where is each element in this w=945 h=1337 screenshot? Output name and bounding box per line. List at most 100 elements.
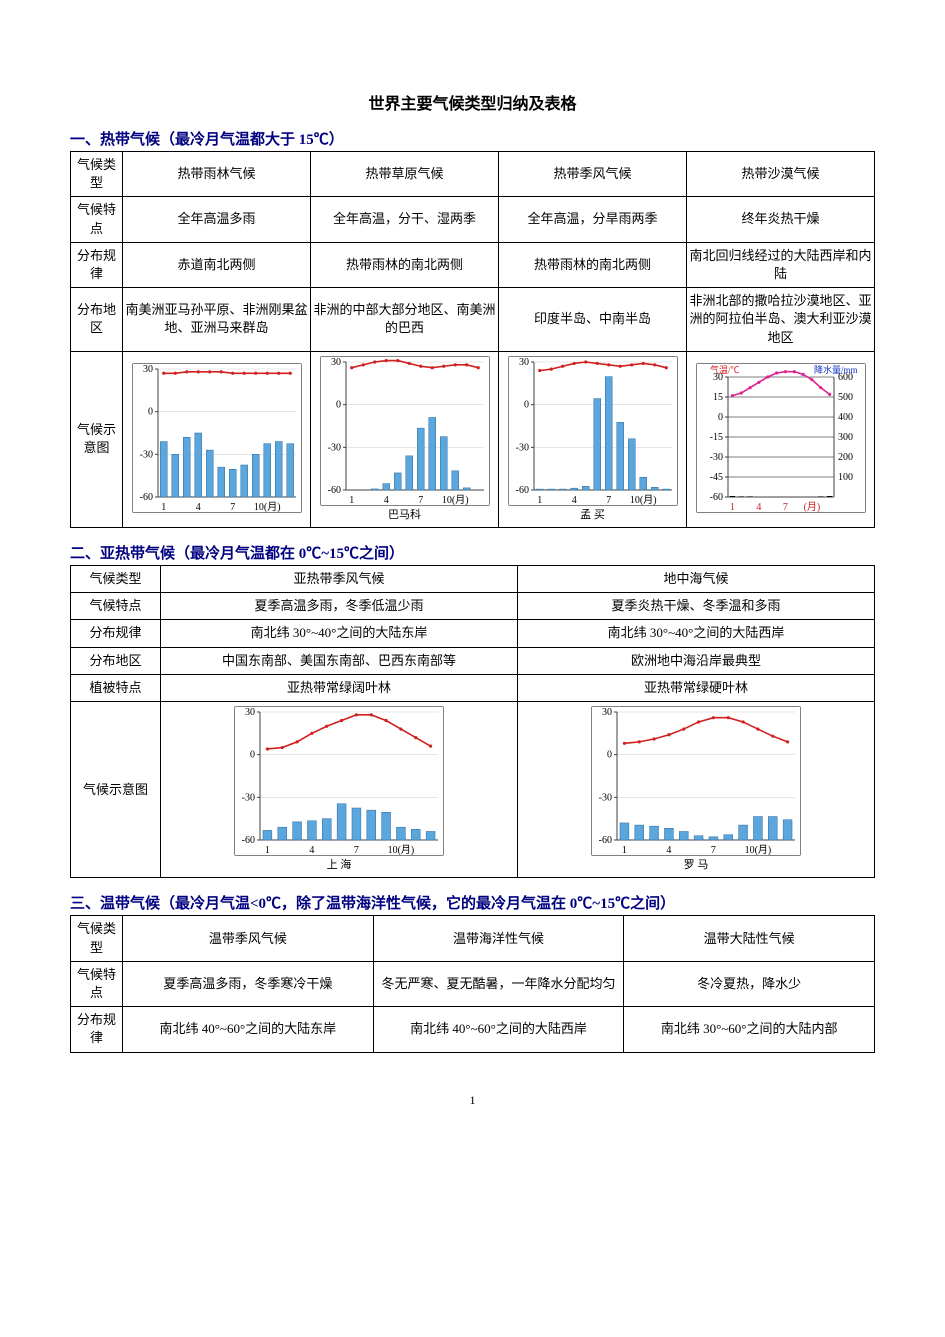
svg-text:1: 1 bbox=[265, 845, 270, 856]
cell: 赤道南北两侧 bbox=[123, 242, 311, 287]
svg-text:-30: -30 bbox=[327, 442, 340, 453]
table-row: 分布规律 赤道南北两侧 热带雨林的南北两侧 热带雨林的南北两侧 南北回归线经过的… bbox=[71, 242, 875, 287]
svg-text:-30: -30 bbox=[242, 792, 255, 803]
section1-heading: 一、热带气候（最冷月气温都大于 15℃） bbox=[70, 128, 875, 149]
cell: 全年高温，分干、湿两季 bbox=[311, 197, 499, 242]
row-label: 气候特点 bbox=[71, 961, 123, 1006]
svg-text:4: 4 bbox=[383, 495, 388, 506]
section2-heading: 二、亚热带气候（最冷月气温都在 0℃~15℃之间） bbox=[70, 542, 875, 563]
svg-text:降水量/mm: 降水量/mm bbox=[814, 364, 858, 375]
row-label: 分布规律 bbox=[71, 1007, 123, 1052]
chart-cell: 300-30-6014710(月) 罗 马 bbox=[518, 702, 875, 878]
svg-text:0: 0 bbox=[607, 750, 612, 761]
svg-text:7: 7 bbox=[354, 845, 359, 856]
row-label: 分布规律 bbox=[71, 242, 123, 287]
row-label: 分布规律 bbox=[71, 620, 161, 647]
row-label: 气候类型 bbox=[71, 152, 123, 197]
cell: 亚热带常绿硬叶林 bbox=[518, 674, 875, 701]
table-row: 气候特点 夏季高温多雨，冬季低温少雨 夏季炎热干燥、冬季温和多雨 bbox=[71, 593, 875, 620]
svg-text:10(月): 10(月) bbox=[388, 844, 415, 856]
svg-text:7: 7 bbox=[418, 495, 423, 506]
svg-text:4: 4 bbox=[571, 495, 576, 506]
climate-chart: 30 0 -30 -60 1 4 7 10(月) bbox=[234, 706, 444, 856]
cell: 中国东南部、美国东南部、巴西东南部等 bbox=[161, 647, 518, 674]
table-row: 分布规律 南北纬 30°~40°之间的大陆东岸 南北纬 30°~40°之间的大陆… bbox=[71, 620, 875, 647]
svg-text:-30: -30 bbox=[599, 792, 612, 803]
row-label: 气候类型 bbox=[71, 916, 123, 961]
chart-caption: 罗 马 bbox=[684, 858, 709, 873]
cell: 温带季风气候 bbox=[123, 916, 374, 961]
table-row: 气候示意图 30 0 -30 -60 1 4 7 10(月) 上 海 30 0 -30 -60 1 4 7… bbox=[71, 702, 875, 878]
chart-cell: 300-30-6014710(月) bbox=[123, 351, 311, 527]
climate-chart: 30 0 -30 -60 1 4 7 10(月) bbox=[320, 356, 490, 506]
table-row: 气候类型 温带季风气候 温带海洋性气候 温带大陆性气候 bbox=[71, 916, 875, 961]
svg-text:-60: -60 bbox=[327, 485, 340, 496]
cell: 热带季风气候 bbox=[499, 152, 687, 197]
svg-text:30: 30 bbox=[245, 707, 255, 718]
climate-chart: 300-30-6014710(月) bbox=[591, 706, 801, 856]
cell: 热带雨林的南北两侧 bbox=[499, 242, 687, 287]
svg-text:-15: -15 bbox=[709, 432, 722, 443]
table-subtropical: 气候类型 亚热带季风气候 地中海气候 气候特点 夏季高温多雨，冬季低温少雨 夏季… bbox=[70, 565, 875, 878]
svg-text:-30: -30 bbox=[139, 450, 152, 461]
svg-text:10(月): 10(月) bbox=[745, 844, 772, 856]
svg-text:400: 400 bbox=[838, 412, 853, 423]
page-number: 1 bbox=[70, 1093, 875, 1108]
svg-text:1: 1 bbox=[161, 502, 166, 513]
cell: 亚热带季风气候 bbox=[161, 566, 518, 593]
row-label: 分布地区 bbox=[71, 647, 161, 674]
cell: 欧洲地中海沿岸最典型 bbox=[518, 647, 875, 674]
cell: 非洲的中部大部分地区、南美洲的巴西 bbox=[311, 288, 499, 352]
svg-text:1: 1 bbox=[349, 495, 354, 506]
svg-text:1: 1 bbox=[537, 495, 542, 506]
table-row: 气候类型 热带雨林气候 热带草原气候 热带季风气候 热带沙漠气候 bbox=[71, 152, 875, 197]
svg-text:500: 500 bbox=[838, 392, 853, 403]
cell: 亚热带常绿阔叶林 bbox=[161, 674, 518, 701]
svg-text:0: 0 bbox=[336, 399, 341, 410]
chart-caption: 上 海 bbox=[327, 858, 352, 873]
cell: 地中海气候 bbox=[518, 566, 875, 593]
svg-text:-60: -60 bbox=[599, 835, 612, 846]
cell: 夏季高温多雨，冬季低温少雨 bbox=[161, 593, 518, 620]
table-row: 气候示意图 300-30-6014710(月) 300-30-6014710(月… bbox=[71, 351, 875, 527]
svg-text:4: 4 bbox=[195, 502, 200, 513]
cell: 南美洲亚马孙平原、非洲刚果盆地、亚洲马来群岛 bbox=[123, 288, 311, 352]
svg-text:10(月): 10(月) bbox=[441, 494, 468, 506]
svg-text:200: 200 bbox=[838, 452, 853, 463]
cell: 温带海洋性气候 bbox=[373, 916, 624, 961]
climate-chart: 300-30-6014710(月) bbox=[508, 356, 678, 506]
table-temperate: 气候类型 温带季风气候 温带海洋性气候 温带大陆性气候 气候特点 夏季高温多雨，… bbox=[70, 915, 875, 1052]
climate-chart: 30150-15-30-45-60600500400300200100气温/℃降… bbox=[696, 363, 866, 513]
chart-cell: 30150-15-30-45-60600500400300200100气温/℃降… bbox=[687, 351, 875, 527]
svg-text:0: 0 bbox=[718, 412, 723, 423]
cell: 热带沙漠气候 bbox=[687, 152, 875, 197]
svg-text:7: 7 bbox=[711, 845, 716, 856]
chart-cell: 300-30-6014710(月) 巴马科 bbox=[311, 351, 499, 527]
cell: 全年高温多雨 bbox=[123, 197, 311, 242]
cell: 南北纬 30°~60°之间的大陆内部 bbox=[624, 1007, 875, 1052]
cell: 南北纬 40°~60°之间的大陆东岸 bbox=[123, 1007, 374, 1052]
svg-text:-60: -60 bbox=[242, 835, 255, 846]
table-row: 气候特点 全年高温多雨 全年高温，分干、湿两季 全年高温，分旱雨两季 终年炎热干… bbox=[71, 197, 875, 242]
cell: 南北纬 30°~40°之间的大陆东岸 bbox=[161, 620, 518, 647]
row-label: 气候特点 bbox=[71, 593, 161, 620]
cell: 冬无严寒、夏无酷暑，一年降水分配均匀 bbox=[373, 961, 624, 1006]
cell: 夏季高温多雨，冬季寒冷干燥 bbox=[123, 961, 374, 1006]
svg-text:4: 4 bbox=[756, 502, 761, 513]
cell: 终年炎热干燥 bbox=[687, 197, 875, 242]
svg-text:15: 15 bbox=[713, 392, 723, 403]
svg-text:30: 30 bbox=[331, 357, 341, 368]
svg-text:-60: -60 bbox=[139, 492, 152, 503]
cell: 南北回归线经过的大陆西岸和内陆 bbox=[687, 242, 875, 287]
svg-text:4: 4 bbox=[309, 845, 314, 856]
svg-text:-30: -30 bbox=[515, 442, 528, 453]
svg-text:7: 7 bbox=[230, 502, 235, 513]
svg-text:10(月): 10(月) bbox=[629, 494, 656, 506]
cell: 非洲北部的撒哈拉沙漠地区、亚洲的阿拉伯半岛、澳大利亚沙漠地区 bbox=[687, 288, 875, 352]
row-label: 气候示意图 bbox=[71, 702, 161, 878]
section3-heading: 三、温带气候（最冷月气温<0℃，除了温带海洋性气候，它的最冷月气温在 0℃~15… bbox=[70, 892, 875, 913]
svg-text:0: 0 bbox=[250, 750, 255, 761]
table-row: 植被特点 亚热带常绿阔叶林 亚热带常绿硬叶林 bbox=[71, 674, 875, 701]
chart-caption: 孟 买 bbox=[580, 508, 605, 523]
svg-text:300: 300 bbox=[838, 432, 853, 443]
